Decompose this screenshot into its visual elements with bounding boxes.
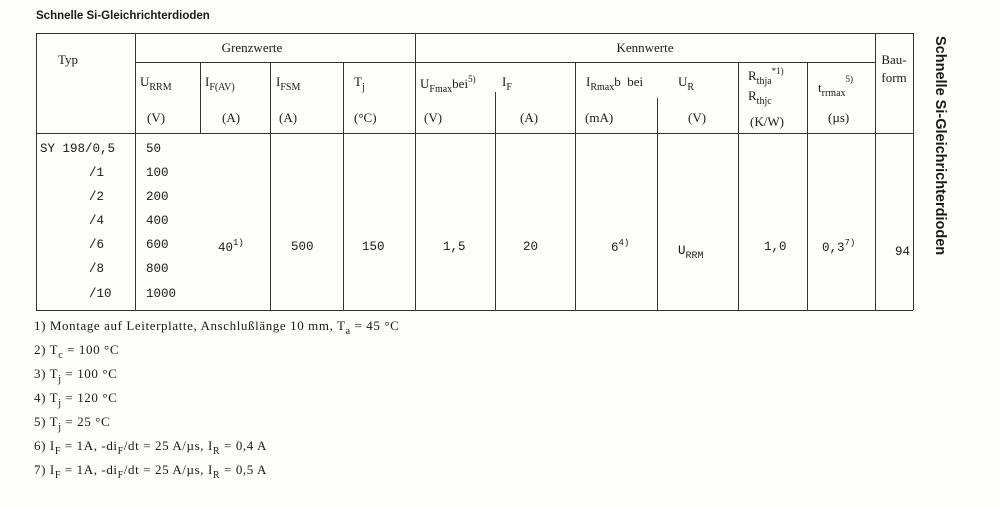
row-typ: /6 bbox=[89, 238, 105, 252]
divider bbox=[807, 62, 808, 310]
divider bbox=[415, 33, 416, 310]
unit-tj: (°C) bbox=[354, 110, 377, 125]
row-urrm: 800 bbox=[146, 262, 169, 276]
table-border bbox=[36, 310, 913, 311]
row-urrm: 400 bbox=[146, 214, 169, 228]
divider bbox=[36, 133, 913, 134]
row-urrm: 600 bbox=[146, 238, 169, 252]
footnote-5: 5) Tj = 25 °C bbox=[34, 414, 111, 433]
row-typ: /2 bbox=[89, 190, 105, 204]
divider bbox=[738, 62, 739, 310]
divider bbox=[135, 33, 136, 310]
header-ur: UR bbox=[678, 74, 695, 93]
divider bbox=[575, 62, 576, 310]
row-typ: /4 bbox=[89, 214, 105, 228]
row-urrm: 200 bbox=[146, 190, 169, 204]
header-urrm: URRM bbox=[140, 74, 172, 93]
table-border bbox=[36, 33, 37, 310]
header-ifav: IF(AV) bbox=[205, 74, 235, 93]
value-ifav: 401) bbox=[218, 238, 244, 255]
row-urrm: 100 bbox=[146, 166, 169, 180]
row-typ: /10 bbox=[89, 287, 112, 301]
value-ur: URRM bbox=[678, 244, 704, 262]
unit-rth: (K/W) bbox=[750, 114, 784, 129]
divider bbox=[135, 62, 875, 63]
row-urrm: 1000 bbox=[146, 287, 177, 301]
footnote-4: 4) Tj = 120 °C bbox=[34, 390, 118, 409]
table-border bbox=[36, 33, 913, 34]
header-if: IF bbox=[502, 74, 512, 93]
header-kennwerte: Kennwerte bbox=[616, 40, 674, 55]
header-rthjc: Rthjc bbox=[748, 88, 772, 107]
footnote-2: 2) Tc = 100 °C bbox=[34, 342, 120, 361]
header-bauform-1: Bau- bbox=[881, 52, 907, 67]
header-tj: Tj bbox=[354, 74, 365, 93]
row-typ: /1 bbox=[89, 166, 105, 180]
row-typ: SY 198/0,5 bbox=[40, 142, 116, 156]
unit-if: (A) bbox=[520, 110, 539, 125]
divider bbox=[270, 62, 271, 310]
value-tj: 150 bbox=[362, 240, 385, 254]
header-ifsm: IFSM bbox=[276, 74, 301, 93]
value-irmax: 64) bbox=[611, 238, 630, 255]
divider bbox=[343, 62, 344, 310]
header-typ: Typ bbox=[58, 52, 79, 67]
unit-urrm: (V) bbox=[147, 110, 166, 125]
value-trr: 0,37) bbox=[822, 238, 856, 255]
divider bbox=[200, 62, 201, 133]
row-typ: /8 bbox=[89, 262, 105, 276]
unit-ifsm: (A) bbox=[279, 110, 298, 125]
header-trrmax: trrmax5) bbox=[818, 74, 854, 99]
value-if: 20 bbox=[523, 240, 539, 254]
header-bauform-2: form bbox=[881, 70, 907, 85]
value-rth: 1,0 bbox=[764, 240, 787, 254]
section-title: Schnelle Si-Gleichrichterdioden bbox=[36, 10, 210, 22]
divider bbox=[657, 98, 658, 310]
unit-ur: (V) bbox=[688, 110, 707, 125]
unit-ifav: (A) bbox=[222, 110, 241, 125]
side-title: Schnelle Si-Gleichrichterdioden bbox=[932, 36, 948, 256]
value-bauform: 94 bbox=[895, 245, 911, 259]
header-grenzwerte: Grenzwerte bbox=[221, 40, 283, 55]
unit-trr: (µs) bbox=[828, 110, 850, 125]
header-irmax: IRmaxb bei bbox=[586, 74, 644, 93]
row-urrm: 50 bbox=[146, 142, 162, 156]
footnote-1: 1) Montage auf Leiterplatte, Anschlußlän… bbox=[34, 318, 400, 337]
footnote-7: 7) IF = 1A, -diF/dt = 25 A/µs, IR = 0,5 … bbox=[34, 462, 267, 481]
value-ifsm: 500 bbox=[291, 240, 314, 254]
table-border bbox=[913, 33, 914, 310]
header-ufmax: UFmaxbei5) bbox=[420, 74, 476, 95]
unit-irmax: (mA) bbox=[585, 110, 614, 125]
unit-ufmax: (V) bbox=[424, 110, 443, 125]
footnote-6: 6) IF = 1A, -diF/dt = 25 A/µs, IR = 0,4 … bbox=[34, 438, 267, 457]
divider bbox=[875, 33, 876, 310]
divider bbox=[495, 92, 496, 310]
header-rthja: Rthja*1) bbox=[748, 66, 784, 87]
footnote-3: 3) Tj = 100 °C bbox=[34, 366, 118, 385]
value-ufmax: 1,5 bbox=[443, 240, 466, 254]
